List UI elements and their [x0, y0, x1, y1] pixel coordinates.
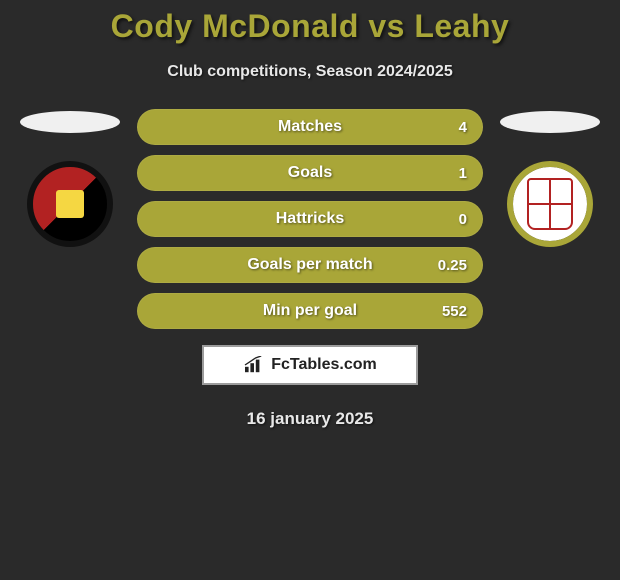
stat-row-hattricks: Hattricks 0 — [137, 201, 483, 237]
comparison-card: Cody McDonald vs Leahy Club competitions… — [0, 0, 620, 429]
stat-value: 0 — [459, 211, 467, 228]
brand-label: FcTables.com — [271, 356, 377, 374]
stat-value: 4 — [459, 119, 467, 136]
crest-right-shield — [527, 178, 573, 230]
stat-label: Goals — [288, 164, 332, 182]
club-crest-right — [507, 161, 593, 247]
stat-label: Hattricks — [276, 210, 344, 228]
stat-row-gpm: Goals per match 0.25 — [137, 247, 483, 283]
brand-box[interactable]: FcTables.com — [202, 345, 418, 385]
page-title: Cody McDonald vs Leahy — [0, 8, 620, 45]
stat-row-goals: Goals 1 — [137, 155, 483, 191]
brand-bars-icon — [243, 356, 265, 374]
stats-column: Matches 4 Goals 1 Hattricks 0 Goals per … — [137, 109, 483, 329]
player-left-col — [15, 109, 125, 247]
crest-left-badge — [56, 190, 84, 218]
main-row: Matches 4 Goals 1 Hattricks 0 Goals per … — [0, 109, 620, 329]
stat-value: 552 — [442, 303, 467, 320]
stat-value: 1 — [459, 165, 467, 182]
stat-label: Min per goal — [263, 302, 357, 320]
date-line: 16 january 2025 — [0, 409, 620, 429]
player-left-silhouette — [20, 111, 120, 133]
stat-row-mpg: Min per goal 552 — [137, 293, 483, 329]
stat-label: Goals per match — [247, 256, 372, 274]
player-right-col — [495, 109, 605, 247]
stat-label: Matches — [278, 118, 342, 136]
subtitle: Club competitions, Season 2024/2025 — [0, 63, 620, 81]
club-crest-left — [27, 161, 113, 247]
stat-row-matches: Matches 4 — [137, 109, 483, 145]
player-right-silhouette — [500, 111, 600, 133]
stat-value: 0.25 — [438, 257, 467, 274]
